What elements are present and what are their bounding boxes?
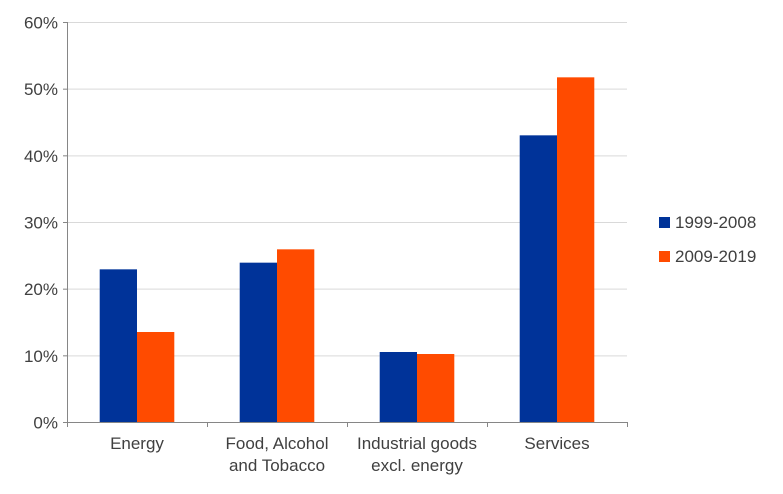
x-category-label: Energy [110, 434, 164, 453]
y-tick-label: 30% [24, 214, 58, 233]
x-category-label: excl. energy [371, 456, 463, 475]
x-category-label: Services [524, 434, 589, 453]
bar-1999-2008-3 [519, 135, 557, 423]
bar-2009-2019-2 [417, 354, 455, 422]
bar-1999-2008-0 [99, 269, 137, 422]
y-tick-label: 50% [24, 80, 58, 99]
legend-label: 2009-2019 [675, 247, 756, 266]
y-tick-label: 10% [24, 347, 58, 366]
y-tick-label: 40% [24, 147, 58, 166]
bar-2009-2019-3 [557, 77, 595, 422]
bar-2009-2019-0 [137, 332, 175, 422]
x-category-label: Food, Alcohol [225, 434, 328, 453]
x-category-label: Industrial goods [357, 434, 477, 453]
y-tick-label: 20% [24, 280, 58, 299]
bar-1999-2008-2 [379, 352, 417, 422]
legend-swatch [659, 251, 670, 262]
y-tick-label: 0% [33, 414, 58, 433]
bar-2009-2019-1 [277, 249, 315, 422]
x-category-label: and Tobacco [229, 456, 325, 475]
bar-1999-2008-1 [239, 262, 277, 422]
legend-swatch [659, 217, 670, 228]
y-tick-label: 60% [24, 14, 58, 33]
legend-label: 1999-2008 [675, 213, 756, 232]
